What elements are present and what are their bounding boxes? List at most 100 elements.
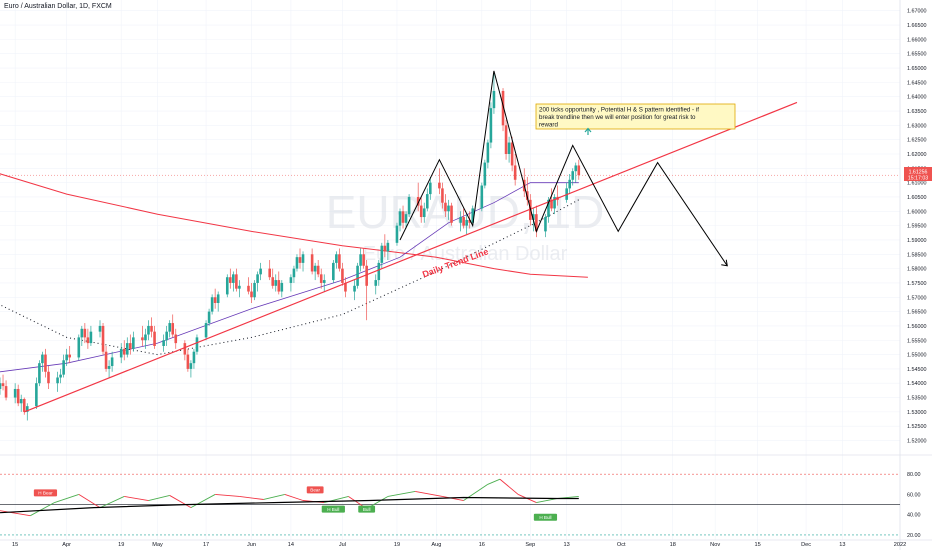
time-tick-label: 18 <box>670 542 676 548</box>
time-tick-label: Jun <box>247 542 256 548</box>
svg-text:Bull: Bull <box>363 507 371 512</box>
candle <box>129 334 132 355</box>
candle <box>407 194 411 218</box>
price-tick-label: 1.58000 <box>907 267 927 273</box>
candle <box>332 260 335 283</box>
candle <box>86 328 90 349</box>
rsi-segment <box>442 496 464 501</box>
candle <box>259 262 262 281</box>
time-tick-label: 19 <box>394 542 400 548</box>
candle <box>401 205 405 229</box>
watermark-symbol: EURAUD, 1D <box>326 186 605 238</box>
price-tag: 1.61256 15:17:03 <box>904 167 932 182</box>
time-axis[interactable]: 15 Apr 19 May 17 Jun 14 Jul 19 Aug 16 Sep 13 Oct 18 Nov… <box>0 539 932 548</box>
time-tick-label: 14 <box>288 542 294 548</box>
candle <box>544 214 547 238</box>
price-tick-label: 1.54500 <box>907 367 927 373</box>
rsi-axis[interactable]: 80.00 60.00 40.00 20.00 <box>907 472 921 539</box>
candle <box>68 345 71 364</box>
rsi-tick-label: 60.00 <box>907 492 921 498</box>
candle <box>501 88 505 132</box>
time-tick-label: 15 <box>754 542 760 548</box>
svg-text:Bear: Bear <box>310 488 320 493</box>
candle <box>383 234 387 258</box>
chart-header-title: Euro / Australian Dollar, 1D, FXCM <box>4 3 112 10</box>
price-tick-label: 1.53500 <box>907 396 927 402</box>
price-tick-label: 1.63000 <box>907 123 927 129</box>
svg-text:H Bull: H Bull <box>539 515 551 520</box>
annotation-box <box>535 103 736 130</box>
time-tick-label: 13 <box>839 542 845 548</box>
candle <box>207 308 211 326</box>
price-tick-label: 1.59500 <box>907 224 927 230</box>
annotation-line-2: break trendline then we will enter posit… <box>539 114 696 121</box>
candle <box>507 136 511 163</box>
candle <box>480 182 484 212</box>
time-tick-label: 13 <box>564 542 570 548</box>
candle <box>486 139 490 169</box>
candle <box>377 260 381 286</box>
candle <box>41 351 44 372</box>
candle <box>416 182 420 212</box>
time-tick-label: 15 <box>12 542 18 548</box>
candle <box>125 337 129 358</box>
head-and-shoulders-projection[interactable] <box>399 70 728 267</box>
projection-arrowhead-icon <box>721 259 728 267</box>
candle <box>210 294 214 315</box>
candle <box>271 268 275 289</box>
candle <box>16 384 20 407</box>
price-tick-label: 1.52500 <box>907 424 927 430</box>
bear-signal-label: Bear <box>306 486 324 494</box>
time-tick-label: Nov <box>710 542 720 548</box>
candle <box>438 168 441 195</box>
candle <box>13 383 17 404</box>
candle <box>19 394 23 412</box>
candle <box>322 274 326 292</box>
price-tick-label: 1.62000 <box>907 152 927 158</box>
moving-average-red <box>0 173 588 278</box>
price-tick-label: 1.57500 <box>907 281 927 287</box>
price-tick-label: 1.56000 <box>907 324 927 330</box>
rsi-segment <box>499 478 519 495</box>
annotation-callout[interactable]: 200 ticks opportunity , Potential H & S … <box>535 103 736 135</box>
rsi-segment <box>387 490 416 497</box>
candle <box>256 271 259 292</box>
rsi-segment <box>215 493 240 497</box>
candle <box>107 360 111 378</box>
candle <box>216 291 220 312</box>
candle <box>77 334 81 361</box>
bull-signal-label: H Bull <box>533 513 558 521</box>
candle <box>510 136 514 172</box>
candle <box>353 280 356 301</box>
price-tick-label: 1.60500 <box>907 195 927 201</box>
price-tick-label: 1.64500 <box>907 80 927 86</box>
candle <box>83 323 87 344</box>
candle <box>398 208 402 232</box>
candle <box>250 282 253 303</box>
candle <box>483 159 487 189</box>
candle <box>492 73 496 114</box>
rsi-segment <box>148 495 170 501</box>
rsi-tick-label: 40.00 <box>907 513 921 519</box>
annotation-line-1: 200 ticks opportunity , Potential H & S … <box>539 107 699 114</box>
candle <box>316 260 320 278</box>
candle <box>462 208 465 229</box>
candle <box>447 199 450 220</box>
rsi-segment <box>30 502 55 517</box>
price-tick-label: 1.58500 <box>907 252 927 258</box>
candle <box>356 262 359 289</box>
rsi-tick-label: 20.00 <box>907 533 921 539</box>
candle <box>232 271 235 292</box>
candle <box>153 325 156 349</box>
rsi-segment <box>78 494 101 508</box>
rsi-segment <box>0 510 31 517</box>
candle <box>310 248 314 275</box>
candle <box>274 274 278 292</box>
rsi-segment <box>190 494 216 508</box>
daily-trend-line[interactable] <box>24 101 798 413</box>
price-tick-label: 1.61000 <box>907 181 927 187</box>
rsi-segment <box>284 493 304 501</box>
candle <box>504 119 508 160</box>
